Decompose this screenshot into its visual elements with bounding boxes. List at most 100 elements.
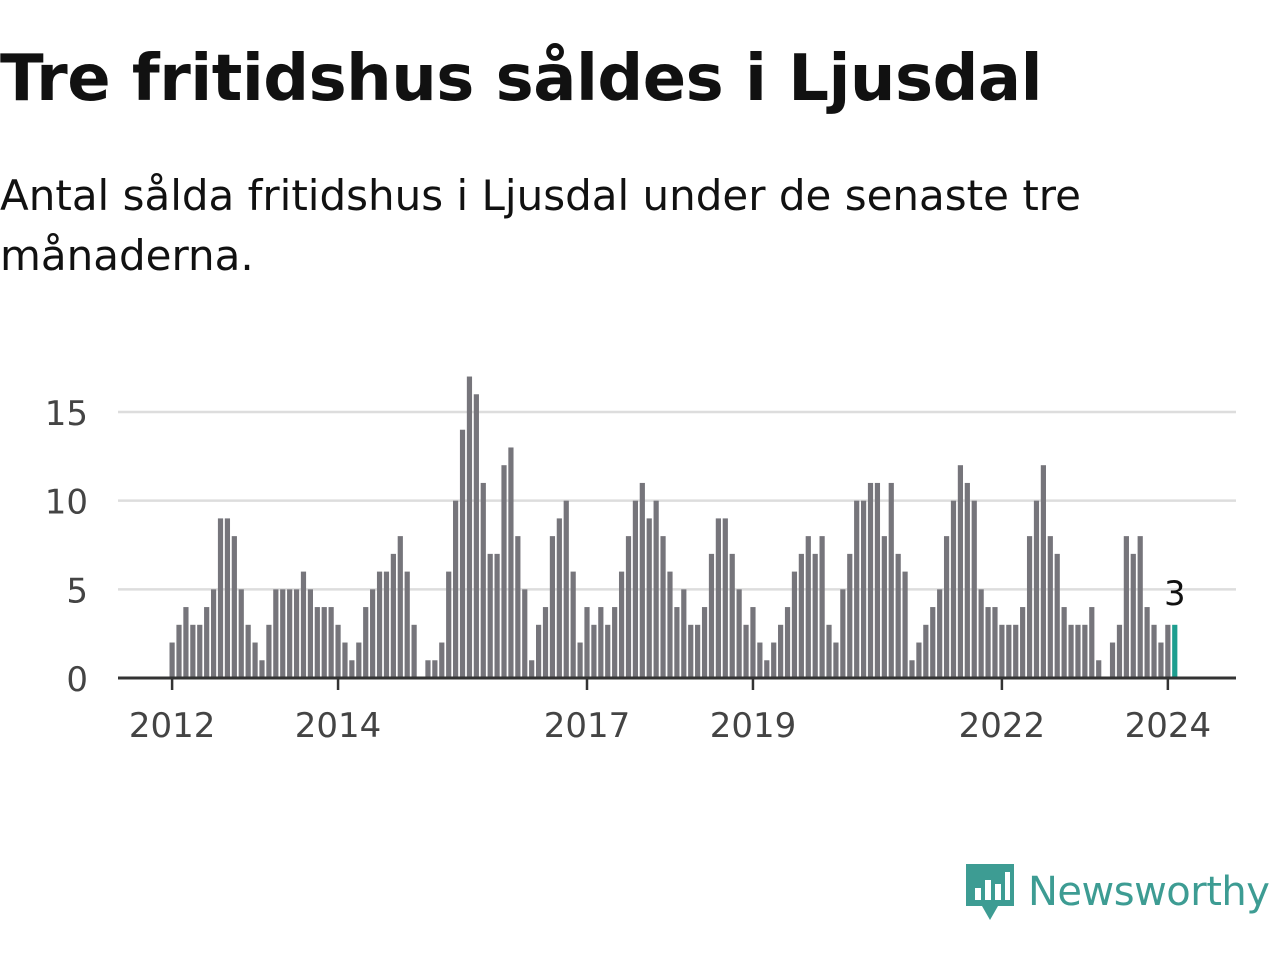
- bar: [300, 571, 307, 678]
- bar: [618, 571, 625, 678]
- bar: [674, 607, 680, 678]
- bar: [847, 553, 853, 678]
- bar: [722, 518, 728, 678]
- bar: [1116, 624, 1123, 678]
- bar: [1061, 607, 1067, 678]
- bar: [383, 571, 390, 678]
- x-tick-label: 2014: [295, 706, 382, 746]
- newsworthy-logo-text: Newsworthy: [1028, 869, 1270, 915]
- chart-subtitle: Antal sålda fritidshus i Ljusdal under d…: [0, 171, 1081, 280]
- bar: [376, 571, 383, 678]
- bar: [1137, 536, 1143, 678]
- bar: [943, 536, 950, 678]
- bar: [508, 447, 514, 678]
- bar: [293, 589, 300, 678]
- bar: [1144, 607, 1150, 678]
- bar: [266, 624, 272, 678]
- bar-chart: 0 5 10 15 2012 2014 2017 2019 2022 2024 3: [45, 376, 1236, 746]
- bar: [874, 482, 881, 678]
- bar: [577, 642, 583, 678]
- bar: [902, 571, 908, 678]
- bar: [653, 500, 659, 678]
- bar: [1047, 536, 1053, 678]
- bar: [1130, 553, 1136, 678]
- bar: [370, 589, 376, 678]
- bar: [833, 642, 839, 678]
- bar: [432, 660, 438, 678]
- bar: [190, 624, 196, 678]
- bar: [204, 607, 210, 678]
- bar: [231, 536, 237, 678]
- bar: [978, 589, 984, 678]
- bar: [1123, 536, 1129, 678]
- bar: [632, 500, 639, 678]
- bar: [446, 571, 452, 678]
- bar: [791, 571, 798, 678]
- bar: [950, 500, 957, 678]
- bar: [591, 624, 597, 678]
- bar: [625, 536, 632, 678]
- bar: [937, 589, 943, 678]
- bar: [1109, 642, 1116, 678]
- bar: [307, 589, 313, 678]
- bar: [342, 642, 348, 678]
- bar: [819, 536, 825, 678]
- bar: [183, 607, 189, 678]
- bar: [439, 642, 445, 678]
- grid-layer: [118, 410, 1236, 591]
- bar: [798, 553, 804, 678]
- bar: [217, 518, 224, 678]
- bar: [287, 589, 293, 678]
- bar: [584, 607, 590, 678]
- newsworthy-logo: Newsworthy: [964, 862, 1270, 922]
- x-tick-label: 2012: [129, 706, 216, 746]
- bar: [390, 553, 396, 678]
- bar: [501, 465, 507, 678]
- bar: [570, 571, 576, 678]
- bar: [881, 536, 887, 678]
- bar: [715, 518, 721, 678]
- bar: [542, 607, 549, 678]
- bar: [964, 482, 970, 678]
- bar: [1082, 624, 1088, 678]
- bar: [729, 553, 735, 678]
- bar: [999, 624, 1005, 678]
- bar: [210, 589, 217, 678]
- bar: [757, 642, 763, 678]
- bar: [169, 642, 175, 678]
- bar: [930, 607, 936, 678]
- bar: [861, 500, 867, 678]
- bar: [916, 642, 922, 678]
- bar: [356, 642, 362, 678]
- bar: [453, 500, 459, 678]
- bar: [826, 624, 832, 678]
- bar: [321, 607, 327, 678]
- newsworthy-logo-icon: [966, 864, 1014, 920]
- bar: [259, 660, 265, 678]
- bar: [494, 553, 500, 678]
- bar: [197, 624, 203, 678]
- bar: [411, 624, 417, 678]
- bar: [1096, 660, 1102, 678]
- bar: [273, 589, 279, 678]
- bar: [805, 536, 811, 678]
- bar: [466, 376, 473, 678]
- bar: [487, 553, 493, 678]
- bar: [515, 536, 521, 678]
- bar: [335, 624, 341, 678]
- bar: [840, 589, 846, 678]
- bar: [404, 571, 410, 678]
- bar: [397, 536, 403, 678]
- bar: [971, 500, 977, 678]
- bar: [349, 660, 355, 678]
- x-tick-label: 2022: [959, 706, 1046, 746]
- bar: [314, 607, 320, 678]
- bar: [695, 624, 701, 678]
- bar: [1068, 624, 1074, 678]
- bar: [639, 482, 645, 678]
- bar-highlight: [1172, 624, 1178, 678]
- bar: [1151, 624, 1157, 678]
- bar: [1033, 500, 1040, 678]
- bar: [743, 624, 749, 678]
- bar-layer: [169, 376, 1178, 678]
